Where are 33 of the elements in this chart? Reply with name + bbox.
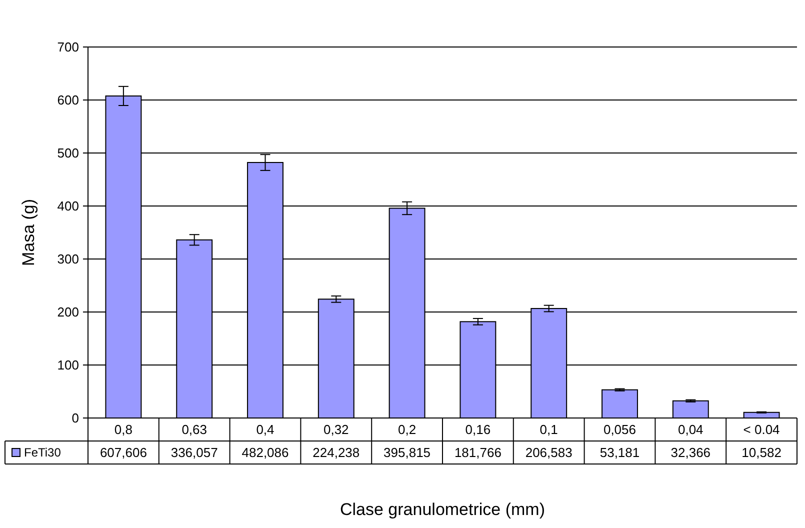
data-label: 395,815 (384, 445, 431, 460)
legend-label: FeTi30 (24, 446, 62, 460)
data-label: 53,181 (600, 445, 640, 460)
x-tick-label: 0,63 (182, 422, 208, 438)
y-tick-label: 500 (57, 146, 79, 161)
data-label: 181,766 (454, 445, 502, 460)
x-tick-label: 0,04 (678, 422, 704, 438)
y-tick-label: 200 (57, 304, 79, 320)
y-axis-title: Masa (g) (19, 198, 38, 266)
x-tick-label: 0,2 (398, 422, 416, 438)
x-tick-label: 0,16 (465, 422, 491, 438)
data-label: 32,366 (670, 445, 711, 460)
x-tick-label: 0,8 (114, 422, 132, 438)
y-tick-label: 400 (57, 198, 79, 214)
x-tick-label: 0,1 (540, 422, 558, 438)
bar (672, 400, 709, 418)
y-tick-label: 0 (72, 410, 79, 426)
y-tick-label: 700 (57, 40, 79, 55)
x-axis-title: Clase granulometrice (mm) (340, 500, 545, 519)
data-label: 482,086 (242, 445, 289, 460)
x-tick-label: < 0.04 (743, 422, 780, 438)
data-label: 224,238 (312, 445, 360, 460)
y-tick-label: 100 (57, 358, 79, 373)
x-tick-label: 0,4 (256, 422, 274, 438)
y-tick-label: 300 (57, 252, 79, 267)
data-label: 10,582 (742, 445, 782, 460)
bar (602, 389, 638, 418)
x-tick-label: 0,32 (323, 422, 349, 438)
x-tick-label: 0,056 (603, 422, 636, 438)
data-label: 607,606 (100, 445, 147, 460)
data-label: 206,583 (525, 445, 572, 460)
data-label: 336,057 (170, 445, 218, 460)
y-tick-label: 600 (57, 92, 79, 108)
